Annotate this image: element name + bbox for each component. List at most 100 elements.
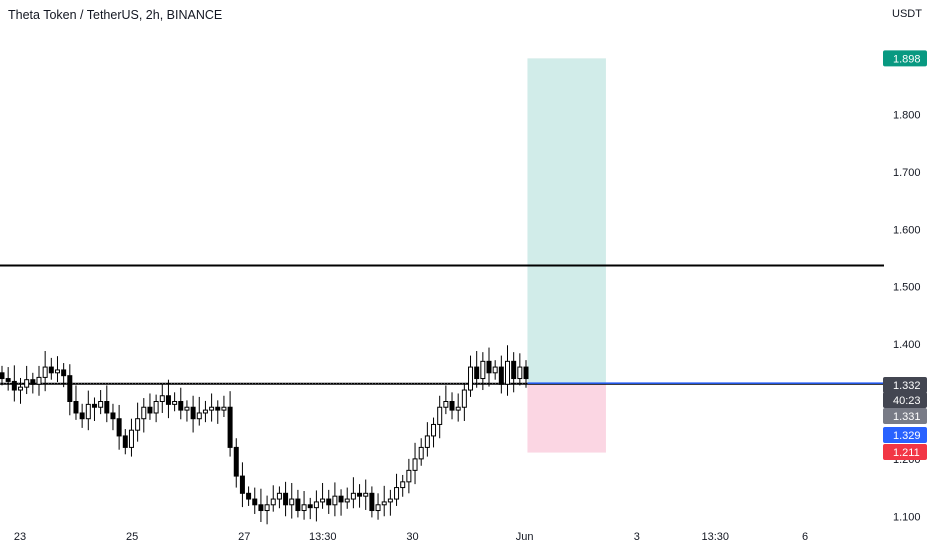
candle-27 xyxy=(165,379,171,419)
candle-body xyxy=(431,423,437,437)
x-tick-label-3: 13:30 xyxy=(309,531,337,543)
candle-body xyxy=(30,379,36,385)
candle-2 xyxy=(11,365,17,402)
candle-73 xyxy=(449,392,455,420)
candle-body xyxy=(209,406,215,411)
candle-body xyxy=(468,366,474,391)
candle-45 xyxy=(276,486,282,509)
candle-19 xyxy=(116,404,122,450)
x-tick-label-0: 23 xyxy=(14,531,26,543)
candle-body xyxy=(221,406,227,411)
candle-body xyxy=(455,406,461,411)
candle-11 xyxy=(67,364,73,416)
candle-body xyxy=(326,498,332,506)
candle-body xyxy=(258,504,264,512)
candle-3 xyxy=(17,377,23,404)
candle-69 xyxy=(424,422,430,457)
candle-15 xyxy=(91,397,97,422)
candle-58 xyxy=(357,484,363,508)
currency-label[interactable]: USDT xyxy=(892,8,922,20)
y-tick-label-1: 1.700 xyxy=(893,167,921,179)
candle-55 xyxy=(338,489,344,516)
candle-63 xyxy=(387,489,393,516)
candle-body xyxy=(98,401,104,408)
candle-7 xyxy=(42,351,48,392)
candle-85 xyxy=(523,360,529,388)
candle-body xyxy=(307,504,313,509)
y-tick-label-2: 1.600 xyxy=(893,224,921,236)
candle-body xyxy=(11,380,17,391)
candle-body xyxy=(36,376,42,385)
candles xyxy=(0,345,529,525)
candle-5 xyxy=(30,372,36,394)
candle-body xyxy=(283,492,289,506)
x-tick-label-5: Jun xyxy=(516,531,534,543)
candle-body xyxy=(215,406,221,411)
candle-body xyxy=(394,487,400,500)
candle-body xyxy=(17,386,23,391)
candle-body xyxy=(381,501,387,506)
candle-body xyxy=(172,401,178,405)
candle-20 xyxy=(122,429,128,455)
candle-body xyxy=(492,366,498,374)
candle-39 xyxy=(239,462,245,508)
level-badge-bg xyxy=(883,408,927,424)
candle-body xyxy=(363,492,369,497)
candle-8 xyxy=(48,357,54,380)
candle-1 xyxy=(5,367,11,391)
candle-40 xyxy=(246,486,252,506)
candle-68 xyxy=(418,438,424,466)
candle-body xyxy=(264,504,270,512)
candle-body xyxy=(511,360,517,380)
candle-body xyxy=(141,406,147,420)
position-tool xyxy=(527,58,606,453)
candle-83 xyxy=(511,352,517,393)
candle-body xyxy=(91,403,97,408)
y-tick-label-6: 1.100 xyxy=(893,511,921,523)
candle-body xyxy=(54,369,60,374)
candle-23 xyxy=(141,398,147,433)
candle-50 xyxy=(307,497,313,520)
candle-41 xyxy=(252,487,258,514)
candle-71 xyxy=(437,395,443,439)
candle-body xyxy=(184,406,190,411)
candle-35 xyxy=(215,400,221,424)
candle-4 xyxy=(24,365,30,395)
candle-34 xyxy=(209,393,215,422)
candle-24 xyxy=(147,393,153,420)
target-badge-bg xyxy=(883,50,927,67)
candle-54 xyxy=(332,482,338,517)
candle-16 xyxy=(98,390,104,415)
candle-body xyxy=(196,412,202,420)
countdown-badge-bg xyxy=(883,392,927,408)
candle-body xyxy=(505,360,511,385)
candle-66 xyxy=(406,458,412,494)
candle-body xyxy=(387,498,393,503)
candle-body xyxy=(42,366,48,378)
candle-72 xyxy=(443,385,449,415)
candle-body xyxy=(517,366,523,380)
candle-body xyxy=(301,504,307,512)
candle-47 xyxy=(289,482,295,519)
candle-body xyxy=(375,504,381,512)
candle-56 xyxy=(344,487,350,509)
candle-13 xyxy=(79,403,85,428)
candle-body xyxy=(498,366,504,385)
candle-body xyxy=(338,495,344,503)
candle-body xyxy=(344,498,350,503)
price-badge-bg xyxy=(883,377,927,393)
candle-body xyxy=(270,498,276,506)
candle-59 xyxy=(363,479,369,510)
candle-78 xyxy=(480,352,486,391)
candle-29 xyxy=(178,387,184,420)
candle-31 xyxy=(190,395,196,433)
candle-28 xyxy=(172,392,178,412)
symbol-title[interactable]: Theta Token / TetherUS, 2h, BINANCE xyxy=(8,8,223,22)
candle-44 xyxy=(270,485,276,512)
horizontal-levels xyxy=(0,264,884,385)
candle-body xyxy=(412,458,418,471)
candle-43 xyxy=(264,495,270,525)
